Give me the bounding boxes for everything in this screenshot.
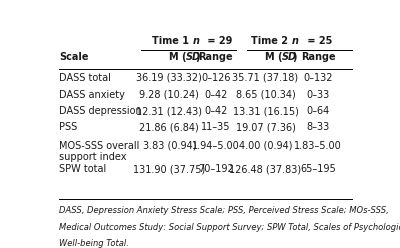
Text: 65–195: 65–195 [300,164,336,174]
Text: 19.07 (7.36): 19.07 (7.36) [236,122,295,132]
Text: SD: SD [186,52,201,62]
Text: Time 1: Time 1 [152,36,193,46]
Text: ): ) [292,52,296,62]
Text: 12.31 (12.43): 12.31 (12.43) [136,106,202,116]
Text: 70–192: 70–192 [198,164,234,174]
Text: M (: M ( [169,52,187,62]
Text: DASS, Depression Anxiety Stress Scale; PSS, Perceived Stress Scale; MOs-SSS,: DASS, Depression Anxiety Stress Scale; P… [59,206,389,216]
Text: 3.83 (0.94): 3.83 (0.94) [143,141,196,151]
Text: n: n [292,36,299,46]
Text: 0–42: 0–42 [204,90,228,100]
Text: 126.48 (37.83): 126.48 (37.83) [229,164,302,174]
Text: Medical Outcomes Study: Social Support Survey; SPW Total, Scales of Psychologica: Medical Outcomes Study: Social Support S… [59,223,400,232]
Text: n: n [193,36,200,46]
Text: PSS: PSS [59,122,78,132]
Text: 1.83–5.00: 1.83–5.00 [294,141,342,151]
Text: 9.28 (10.24): 9.28 (10.24) [140,90,199,100]
Text: Well-being Total.: Well-being Total. [59,239,129,248]
Text: 0–42: 0–42 [204,106,228,116]
Text: 35.71 (37.18): 35.71 (37.18) [232,73,298,83]
Text: DASS anxiety: DASS anxiety [59,90,125,100]
Text: = 29: = 29 [204,36,233,46]
Text: 0–126: 0–126 [201,73,231,83]
Text: 36.19 (33.32): 36.19 (33.32) [136,73,202,83]
Text: 0–64: 0–64 [306,106,330,116]
Text: Time 2: Time 2 [252,36,292,46]
Text: ): ) [196,52,200,62]
Text: Range: Range [301,52,336,62]
Text: M (: M ( [266,52,283,62]
Text: DASS depression: DASS depression [59,106,142,116]
Text: = 25: = 25 [304,36,332,46]
Text: 131.90 (37.75): 131.90 (37.75) [133,164,206,174]
Text: 4.00 (0.94): 4.00 (0.94) [239,141,292,151]
Text: SPW total: SPW total [59,164,106,174]
Text: DASS total: DASS total [59,73,111,83]
Text: Scale: Scale [59,52,89,62]
Text: 0–33: 0–33 [306,90,330,100]
Text: 13.31 (16.15): 13.31 (16.15) [232,106,298,116]
Text: 8.65 (10.34): 8.65 (10.34) [236,90,295,100]
Text: 11–35: 11–35 [201,122,231,132]
Text: 8–33: 8–33 [306,122,330,132]
Text: 0–132: 0–132 [303,73,333,83]
Text: SD: SD [282,52,297,62]
Text: Range: Range [198,52,233,62]
Text: 21.86 (6.84): 21.86 (6.84) [140,122,199,132]
Text: MOS-SSS overall
support index: MOS-SSS overall support index [59,141,140,162]
Text: 1.94–5.00: 1.94–5.00 [192,141,240,151]
